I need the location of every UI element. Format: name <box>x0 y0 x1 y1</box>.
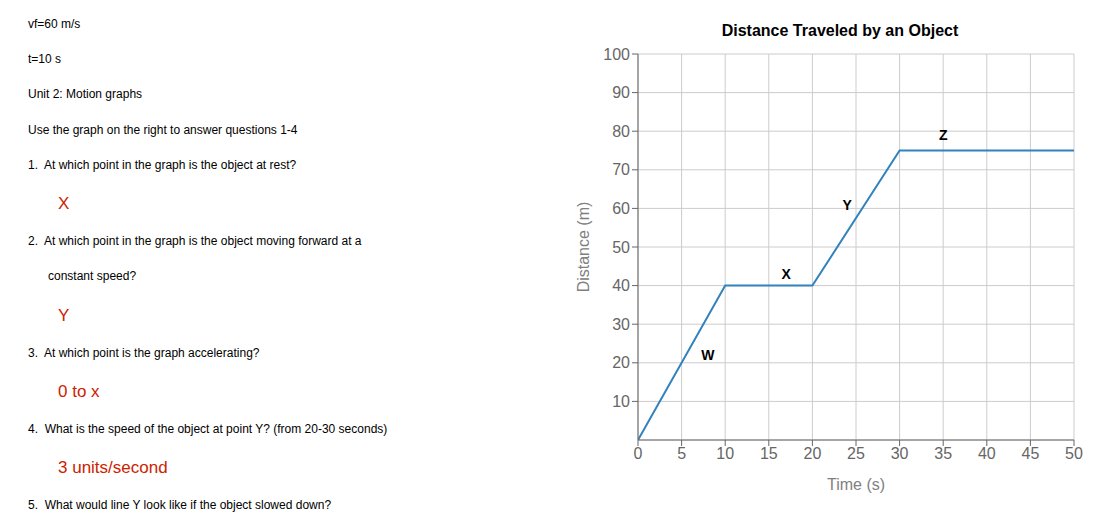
svg-text:100: 100 <box>603 46 630 63</box>
svg-text:50: 50 <box>1065 445 1083 462</box>
svg-text:30: 30 <box>891 445 909 462</box>
svg-text:Y: Y <box>843 197 853 213</box>
svg-text:50: 50 <box>612 239 630 256</box>
svg-text:10: 10 <box>716 445 734 462</box>
svg-text:15: 15 <box>760 445 778 462</box>
svg-text:20: 20 <box>612 354 630 371</box>
html-text:3 units/second: 3 units/second <box>58 458 168 478</box>
svg-text:35: 35 <box>934 445 952 462</box>
svg-text:Time (s): Time (s) <box>827 476 885 493</box>
html-text:Unit 2: Motion graphs: Unit 2: Motion graphs <box>28 87 143 102</box>
html-text:3. At which point is the graph: 3. At which point is the graph accelerat… <box>28 345 260 360</box>
html-text:Distance Traveled by an Object: Distance Traveled by an Object <box>721 22 959 39</box>
svg-text:70: 70 <box>612 161 630 178</box>
svg-text:5: 5 <box>677 445 686 462</box>
html-text:vf=60 m/s: vf=60 m/s <box>28 17 81 31</box>
svg-text:10: 10 <box>612 393 630 410</box>
svg-text:45: 45 <box>1022 445 1040 462</box>
html-text:t=10 s: t=10 s <box>28 52 61 67</box>
html-text:1. At which point in the graph: 1. At which point in the graph is the ob… <box>28 157 297 172</box>
svg-text:W: W <box>701 347 715 363</box>
html-text:Use the graph on the right to: Use the graph on the right to answer que… <box>28 122 298 137</box>
svg-text:60: 60 <box>612 200 630 217</box>
svg-text:40: 40 <box>612 277 630 294</box>
svg-text:30: 30 <box>612 316 630 333</box>
html-text:Y: Y <box>58 305 70 325</box>
html-text:4. What is the speed of the ob: 4. What is the speed of the object at po… <box>28 421 388 436</box>
svg-text:X: X <box>782 266 792 282</box>
svg-text:90: 90 <box>612 84 630 101</box>
html-text:X: X <box>58 194 70 214</box>
svg-text:Z: Z <box>939 127 948 143</box>
html-text:5. What would line Y look like: 5. What would line Y look like if the ob… <box>28 498 332 512</box>
svg-text:0: 0 <box>634 445 643 462</box>
html-text:constant speed?: constant speed? <box>28 269 137 284</box>
svg-text:80: 80 <box>612 123 630 140</box>
svg-text:25: 25 <box>847 445 865 462</box>
html-text:0 to x: 0 to x <box>58 381 100 401</box>
svg-text:Distance (m): Distance (m) <box>575 202 592 293</box>
html-text:2. At which point in the graph: 2. At which point in the graph is the ob… <box>28 234 362 249</box>
svg-text:20: 20 <box>804 445 822 462</box>
svg-text:40: 40 <box>978 445 996 462</box>
